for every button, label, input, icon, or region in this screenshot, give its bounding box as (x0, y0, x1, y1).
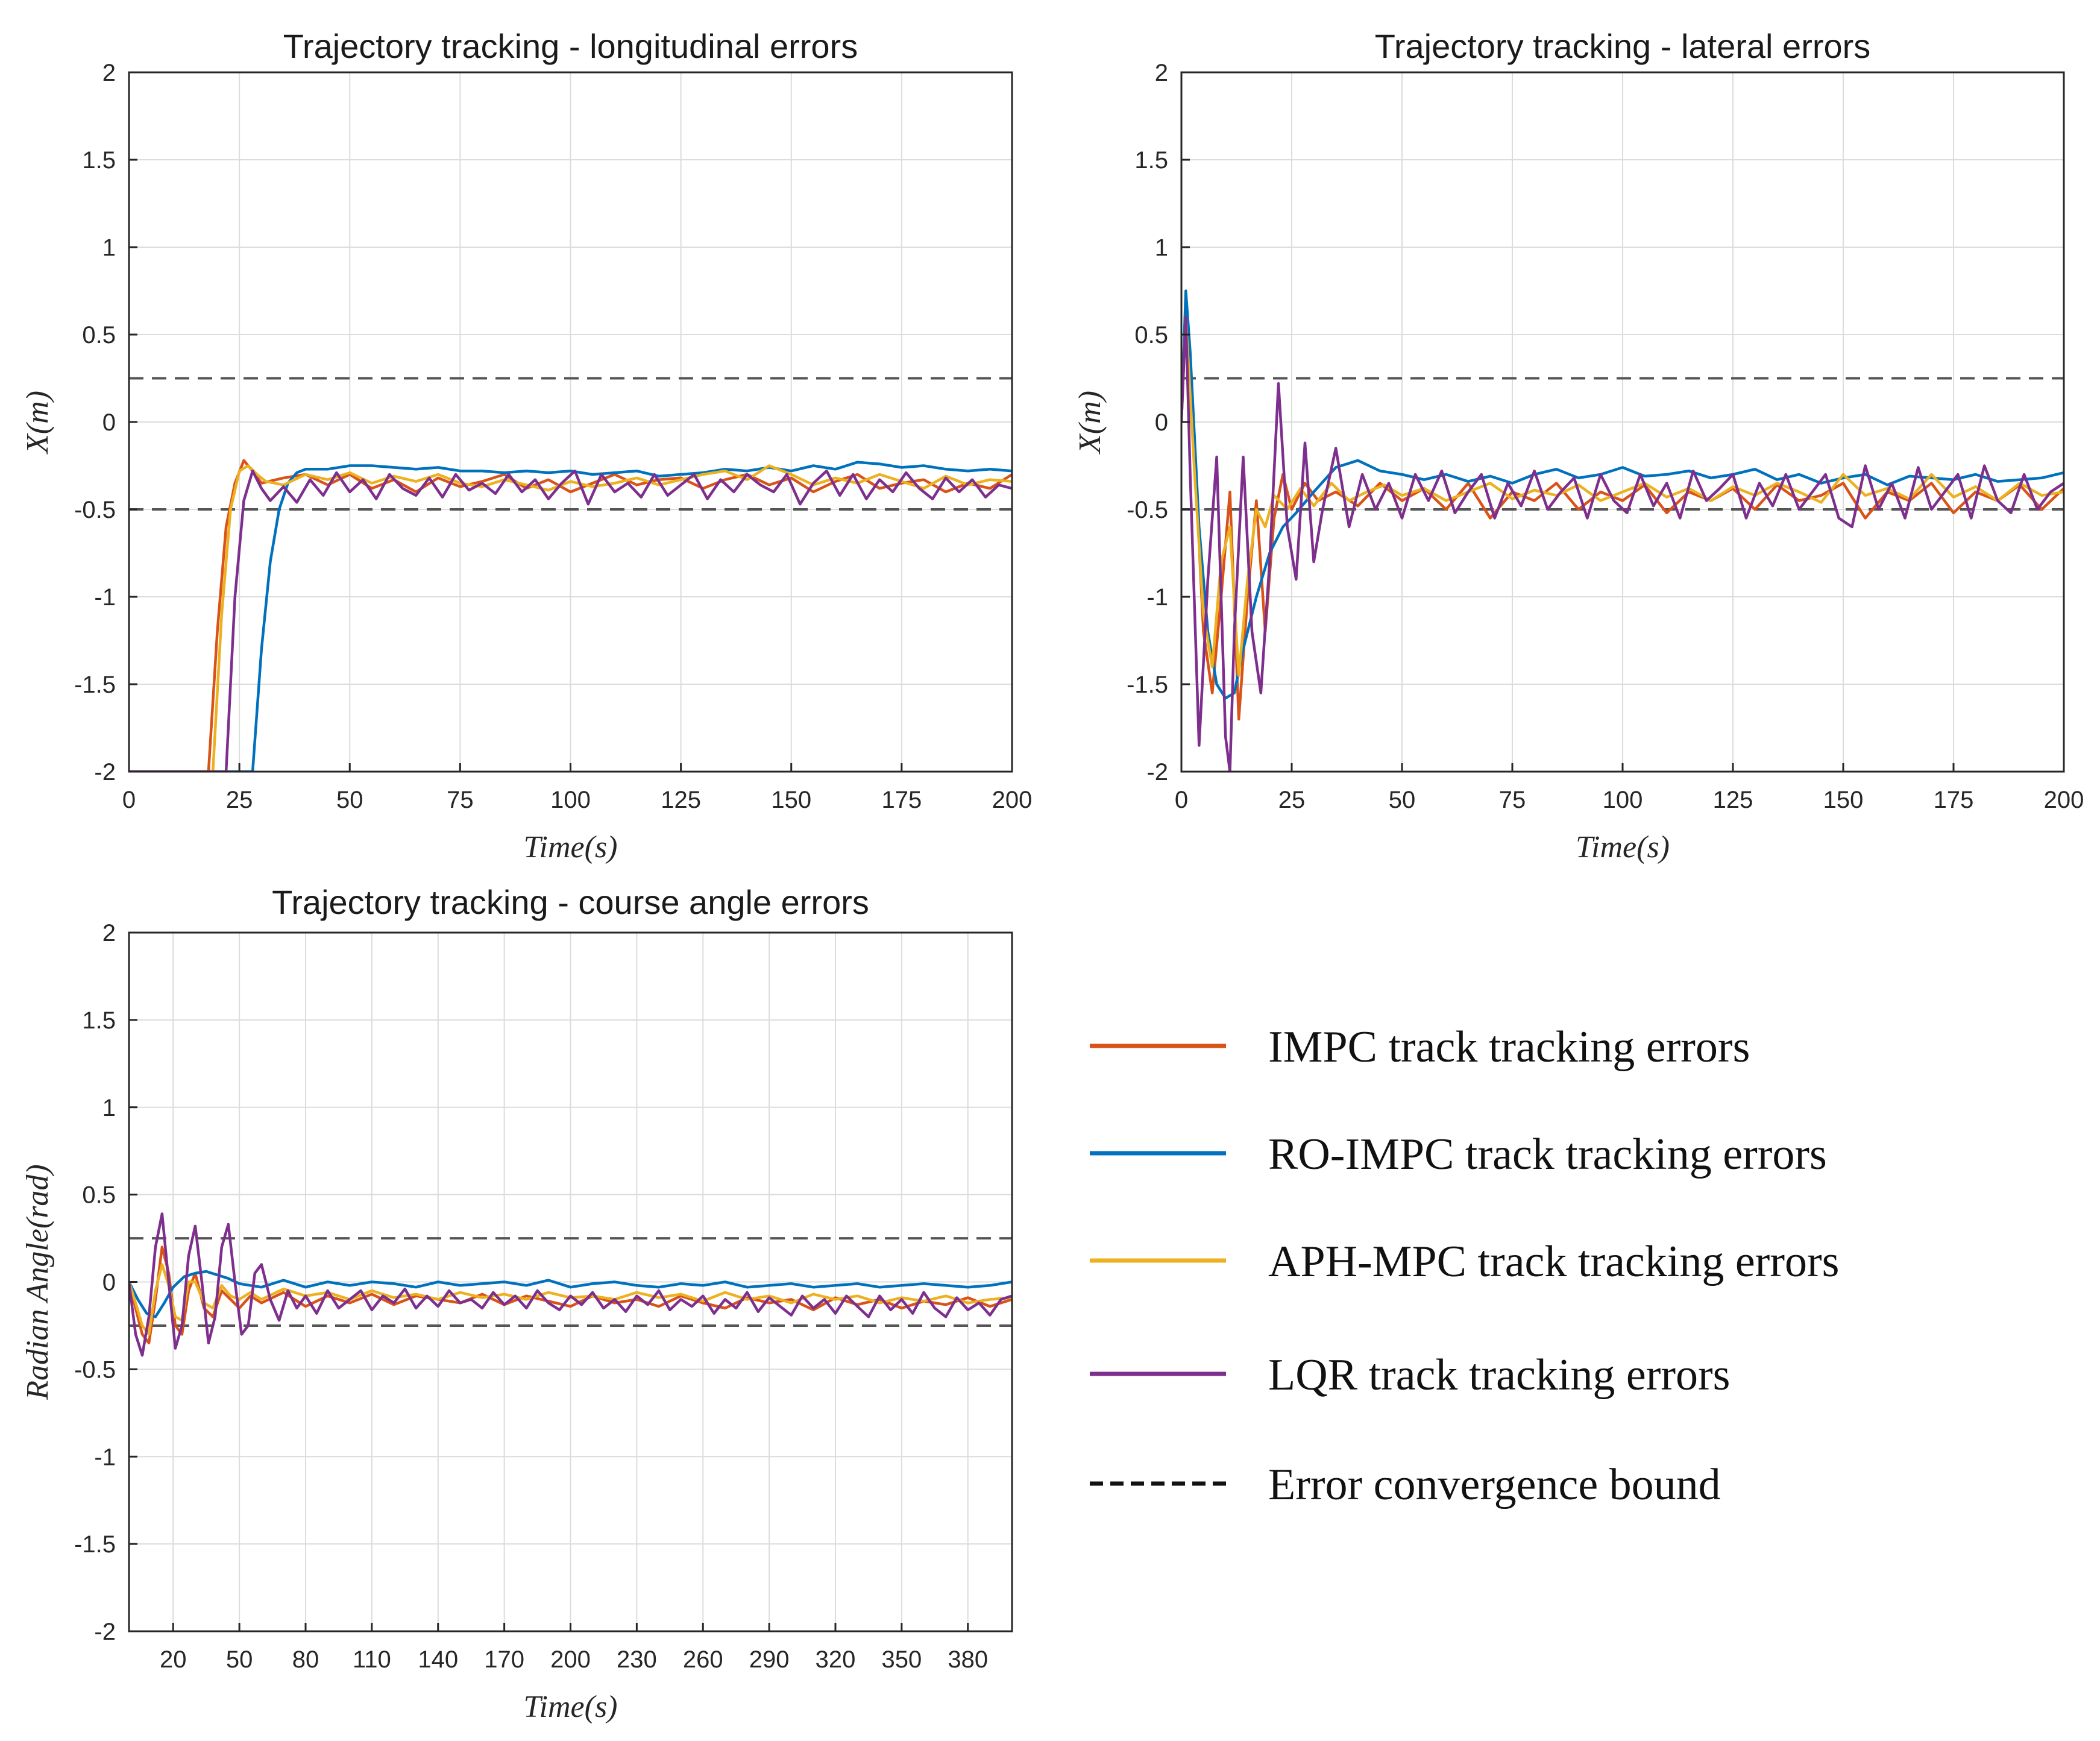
x-tick-label: 25 (1278, 787, 1306, 813)
legend-label-lqr: LQR track tracking errors (1268, 1350, 1730, 1400)
x-tick-label: 80 (292, 1646, 319, 1673)
series-line-ro-impc (129, 1270, 1012, 1318)
series-line-ro-impc (129, 461, 1012, 772)
x-tick-label: 150 (1823, 787, 1864, 813)
x-axis-label: Time(s) (524, 1690, 618, 1724)
y-tick-label: -0.5 (1127, 497, 1168, 523)
x-tick-label: 0 (122, 787, 136, 813)
y-axis-label: X(m) (20, 391, 55, 455)
y-tick-label: -1 (94, 584, 116, 611)
x-tick-label: 200 (2044, 787, 2084, 813)
x-tick-label: 200 (992, 787, 1033, 813)
y-tick-label: 2 (102, 920, 116, 946)
y-tick-label: -1 (1146, 584, 1168, 611)
x-axis-label: Time(s) (524, 830, 618, 864)
x-tick-label: 175 (1934, 787, 1974, 813)
x-tick-label: 350 (882, 1646, 922, 1673)
x-axis-label: Time(s) (1576, 830, 1670, 864)
x-tick-label: 150 (771, 787, 811, 813)
x-tick-label: 230 (617, 1646, 657, 1673)
y-tick-label: -2 (94, 759, 116, 785)
y-tick-label: -1.5 (74, 672, 116, 698)
x-tick-label: 50 (226, 1646, 253, 1673)
y-tick-label: 0 (102, 409, 116, 436)
x-tick-label: 200 (550, 1646, 591, 1673)
y-tick-label: 0.5 (1134, 322, 1168, 348)
legend-label-aph-mpc: APH-MPC track tracking errors (1268, 1237, 1839, 1286)
chart-title: Trajectory tracking - course angle error… (272, 883, 869, 921)
legend-label-ro-impc: RO-IMPC track tracking errors (1268, 1130, 1827, 1179)
y-tick-label: 2 (102, 60, 116, 86)
chart-course-angle: 20 50 80 110 140 170 200 230 260 290 320 350 380-2-1… (20, 883, 1013, 1724)
x-tick-label: 140 (418, 1646, 458, 1673)
y-tick-label: 0 (102, 1270, 116, 1296)
x-tick-label: 175 (882, 787, 922, 813)
y-tick-label: 0.5 (82, 322, 116, 348)
x-tick-label: 170 (484, 1646, 524, 1673)
x-tick-label: 380 (948, 1646, 988, 1673)
x-tick-label: 100 (550, 787, 591, 813)
y-tick-label: 1 (1155, 235, 1168, 261)
y-tick-label: 0.5 (82, 1182, 116, 1209)
y-tick-label: 2 (1155, 60, 1168, 86)
chart-longitudinal: 0 25 50 75 100 125 150 175 200 -2 -1.5 -1 -0.5 0 0.5 1 1… (20, 27, 1032, 864)
legend: IMPC track tracking errors RO-IMPC track … (1090, 1022, 1839, 1510)
y-tick-label: -2 (94, 1619, 116, 1645)
series-group (129, 459, 1012, 772)
y-axis-label: X(m) (1073, 391, 1107, 455)
x-tick-label: 75 (1499, 787, 1526, 813)
x-tick-label: 290 (749, 1646, 790, 1673)
x-tick-label: 0 (1175, 787, 1188, 813)
y-tick-label: -1.5 (74, 1531, 116, 1558)
y-tick-label: 1.5 (82, 147, 116, 174)
y-tick-label: -0.5 (74, 497, 116, 523)
legend-label-impc: IMPC track tracking errors (1268, 1022, 1750, 1072)
x-tick-label: 125 (1713, 787, 1753, 813)
x-tick-label: 20 (160, 1646, 187, 1673)
y-axis-label: Radian Angle(rad) (20, 1164, 55, 1400)
x-tick-label: 25 (226, 787, 253, 813)
legend-label-bound: Error convergence bound (1268, 1460, 1721, 1510)
y-tick-label: -1 (94, 1444, 116, 1470)
series-group (129, 1212, 1012, 1357)
chart-title: Trajectory tracking - longitudinal error… (283, 27, 858, 65)
x-tick-label: 50 (336, 787, 363, 813)
x-tick-label: 320 (816, 1646, 856, 1673)
chart-title: Trajectory tracking - lateral errors (1375, 27, 1871, 65)
y-tick-label: 1 (102, 235, 116, 261)
series-line-lqr (1181, 315, 2064, 772)
y-tick-label: 1 (102, 1095, 116, 1121)
x-tick-label: 75 (447, 787, 474, 813)
y-tick-label: 1.5 (82, 1007, 116, 1034)
y-tick-label: -2 (1146, 759, 1168, 785)
series-group (1181, 289, 2064, 772)
series-line-lqr (129, 1212, 1012, 1357)
series-line-impc (129, 1245, 1012, 1345)
y-tick-label: 0 (1155, 409, 1168, 436)
y-tick-label: -1.5 (1127, 672, 1168, 698)
x-tick-label: 125 (661, 787, 701, 813)
x-tick-label: 260 (683, 1646, 723, 1673)
x-tick-label: 110 (353, 1646, 391, 1673)
chart-lateral: 0 25 50 75 100 125 150 175 200 -2 -1.5 -1 -0.5 0 0.5 1 1… (1073, 27, 2084, 864)
y-tick-label: 1.5 (1134, 147, 1168, 174)
x-tick-label: 100 (1603, 787, 1643, 813)
x-tick-label: 50 (1389, 787, 1416, 813)
series-line-lqr (129, 469, 1012, 772)
y-tick-label: -0.5 (74, 1356, 116, 1383)
